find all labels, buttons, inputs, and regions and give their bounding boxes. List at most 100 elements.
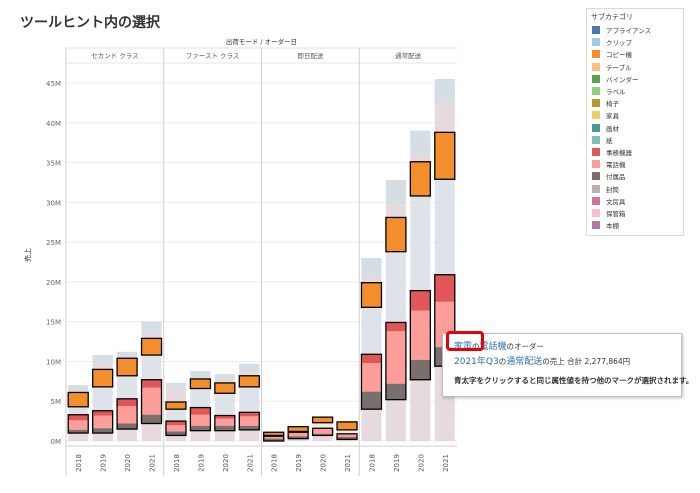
legend-item[interactable]: クリップ: [587, 36, 683, 48]
legend-item[interactable]: 付属品: [587, 170, 683, 182]
tooltip-line-1: 家電の電話機のオーダー: [454, 339, 544, 352]
legend-item[interactable]: 事務機器: [587, 146, 683, 158]
x-tick-label: 2018: [75, 454, 83, 472]
legend-swatch: [592, 123, 600, 132]
legend-item[interactable]: 電話機: [587, 158, 683, 170]
bar-segment-top: [165, 382, 186, 389]
bar-segment-コピー機: [385, 217, 406, 252]
y-tick-label: 15M: [46, 319, 61, 327]
bar-segment-事務機器: [141, 379, 162, 388]
bar-segment-faded: [68, 433, 89, 441]
bar-segment-faded: [190, 430, 211, 441]
bar-segment-faded: [361, 409, 382, 441]
bar-segment-faded: [117, 429, 138, 441]
bar-segment-top: [361, 258, 382, 277]
legend-item[interactable]: バインダー: [587, 73, 683, 85]
legend-swatch: [592, 62, 600, 71]
legend-label: 保管箱: [606, 209, 626, 218]
legend-item[interactable]: テーブル: [587, 61, 683, 73]
x-tick-label: 2019: [393, 454, 401, 472]
bar-segment-コピー機: [190, 378, 211, 389]
tooltip-line-2: 2021年Q3の通常配送の売上 合計 2,277,864円: [454, 354, 630, 367]
tooltip-subcategory-link[interactable]: 電話機: [479, 342, 507, 352]
legend-label: 家具: [606, 112, 619, 121]
tooltip-category-link[interactable]: 家電: [454, 342, 473, 352]
tooltip-shipmode-link[interactable]: 通常配送: [506, 357, 543, 367]
legend-item[interactable]: 本棚: [587, 219, 683, 231]
bar-segment-コピー機: [165, 402, 186, 410]
legend-item[interactable]: 椅子: [587, 97, 683, 109]
bar-segment-電話機: [68, 420, 89, 430]
bar-segment-付属品: [117, 423, 138, 430]
bar-segment-電話機: [385, 331, 406, 384]
selected-mark-outline: [238, 411, 260, 431]
bar-segment-事務機器: [361, 354, 382, 364]
panel-header: 即日配送: [297, 51, 324, 60]
tooltip-quarter-link[interactable]: 2021年Q3: [454, 357, 499, 367]
bar-segment-電話機: [239, 416, 260, 426]
bar-segment-事務機器: [239, 412, 260, 417]
legend-item[interactable]: 封筒: [587, 182, 683, 194]
y-tick-label: 10M: [46, 358, 61, 366]
selected-mark-outline: [140, 379, 163, 425]
bar-segment-top: [410, 130, 431, 155]
x-tick-label: 2020: [417, 454, 425, 472]
tooltip-note: 青太字をクリックすると同じ属性値を持つ他のマークが選択されます。: [454, 376, 694, 385]
selected-mark-outline: [92, 368, 114, 388]
bar-segment-top: [141, 321, 162, 334]
bar-segment-電話機: [337, 433, 358, 438]
legend-swatch: [592, 99, 600, 108]
tooltip-text: の: [472, 342, 480, 351]
selected-mark-outline: [263, 431, 285, 437]
legend-item[interactable]: 画材: [587, 122, 683, 134]
legend-label: 付属品: [606, 173, 626, 182]
selected-mark-outline: [214, 382, 236, 394]
x-tick-label: 2018: [368, 454, 376, 472]
tooltip-sales-text: の売上 合計 2,277,864円: [542, 357, 631, 366]
legend-label: 封筒: [606, 185, 619, 194]
bar-segment-faded: [385, 399, 406, 441]
y-tick-label: 40M: [46, 120, 61, 128]
y-tick-label: 25M: [46, 239, 61, 247]
bar-segment-faded: [361, 307, 382, 355]
legend-swatch: [592, 208, 600, 217]
legend-item[interactable]: コピー機: [587, 48, 683, 60]
bar-segment-コピー機: [141, 338, 162, 356]
legend-item[interactable]: アプライアンス: [587, 24, 683, 36]
selected-mark-outline: [116, 398, 138, 430]
selected-mark-outline: [238, 375, 260, 388]
selected-mark-outline: [140, 337, 163, 356]
bar-segment-faded: [68, 406, 89, 415]
legend-item[interactable]: 紙: [587, 134, 683, 146]
legend: サブカテゴリ アプライアンス クリップ コピー機 テーブル バインダー ラベル 椅子 家具 画材…: [586, 8, 684, 236]
legend-label: バインダー: [606, 75, 639, 84]
x-tick-label: 2020: [320, 454, 328, 472]
y-tick-label: 45M: [46, 80, 61, 88]
bar-segment-faded: [434, 179, 455, 275]
legend-label: 画材: [606, 124, 619, 133]
legend-label: 事務機器: [606, 148, 632, 157]
bar-segment-事務機器: [190, 407, 211, 415]
bar-segment-コピー機: [288, 426, 309, 432]
selected-mark-outline: [385, 216, 407, 253]
bar-segment-faded: [312, 435, 333, 441]
legend-item[interactable]: 保管箱: [587, 207, 683, 219]
legend-item[interactable]: ラベル: [587, 85, 683, 97]
bar-segment-faded: [165, 409, 186, 422]
bar-segment-電話機: [190, 414, 211, 426]
legend-item[interactable]: 文房具: [587, 195, 683, 207]
bar-segment-top: [434, 79, 455, 103]
bar-segment-faded: [214, 430, 235, 441]
bar-segment-top: [214, 374, 235, 381]
bar-segment-付属品: [92, 428, 113, 434]
selected-mark-outline: [287, 431, 309, 440]
legend-item[interactable]: 家具: [587, 109, 683, 121]
selected-mark-outline: [189, 378, 212, 390]
bar-segment-事務機器: [92, 410, 113, 416]
page-title: ツールヒント内の選択: [20, 15, 160, 31]
bar-segment-電話機: [117, 405, 138, 424]
legend-swatch: [592, 50, 600, 59]
selected-mark-outline: [409, 161, 431, 197]
bar-segment-top: [190, 370, 211, 378]
legend-swatch: [592, 172, 600, 181]
